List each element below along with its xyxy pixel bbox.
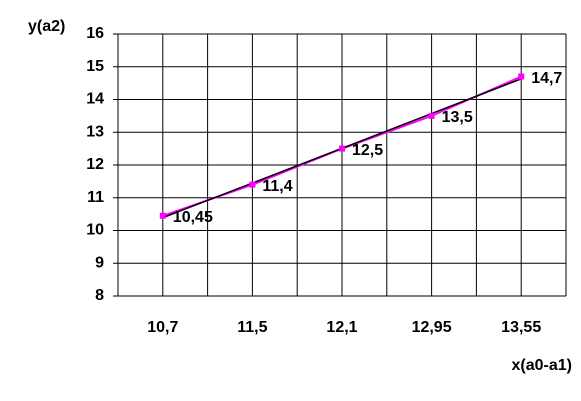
point-marker — [249, 181, 256, 188]
y-tick-label: 9 — [95, 254, 104, 271]
point-marker — [159, 212, 166, 219]
x-tick-label: 13,55 — [501, 319, 541, 336]
x-tick-label: 12,1 — [326, 319, 357, 336]
x-tick-label: 12,95 — [412, 319, 452, 336]
y-tick-label: 8 — [95, 287, 104, 304]
data-label: 12,5 — [352, 142, 383, 159]
data-label: 10,45 — [173, 209, 213, 226]
x-axis-title: x(a0-a1) — [512, 357, 572, 374]
point-marker — [339, 145, 345, 152]
y-tick-label: 16 — [86, 25, 104, 42]
x-tick-label: 10,7 — [147, 319, 178, 336]
point-marker — [428, 112, 435, 119]
data-label: 14,7 — [531, 70, 562, 87]
y-tick-label: 15 — [86, 58, 104, 75]
y-tick-label: 12 — [86, 156, 104, 173]
x-tick-label: 11,5 — [237, 319, 267, 336]
y-tick-label: 10 — [86, 222, 104, 239]
y-axis-title: y(a2) — [28, 18, 65, 35]
data-label: 13,5 — [442, 109, 473, 126]
y-tick-label: 11 — [87, 189, 104, 206]
y-tick-label: 13 — [86, 123, 104, 140]
y-tick-label: 14 — [86, 91, 104, 108]
data-label: 11,4 — [262, 178, 292, 195]
point-marker — [518, 73, 525, 80]
